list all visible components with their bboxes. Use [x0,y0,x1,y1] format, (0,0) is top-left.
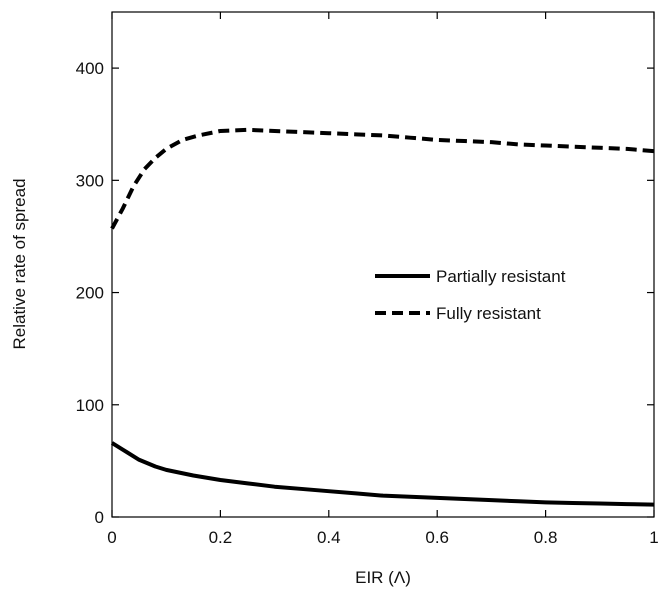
y-tick-label: 0 [95,508,104,527]
y-tick-label: 300 [76,171,104,190]
y-tick-label: 200 [76,284,104,303]
series-line-fully-resistant [110,127,655,230]
legend-label-fully-resistant: Fully resistant [436,304,541,323]
y-tick-label: 400 [76,59,104,78]
y-axis-title: Relative rate of spread [10,178,29,349]
x-tick-label: 0.4 [317,528,341,547]
series-layer [110,127,655,507]
x-tick-label: 0.2 [209,528,233,547]
x-axis-title: EIR (Λ) [355,568,411,587]
x-tick-label: 0.6 [425,528,449,547]
x-tick-label: 1 [649,528,658,547]
plot-frame [111,11,655,518]
y-tick-label: 100 [76,396,104,415]
legend: Partially resistant Fully resistant [375,267,566,323]
series-line-partially-resistant [110,441,655,507]
x-tick-label: 0 [107,528,116,547]
y-axis: 0 100 200 300 400 [76,59,654,527]
x-tick-label: 0.8 [534,528,558,547]
x-axis: 0 0.2 0.4 0.6 0.8 1 [107,12,658,547]
legend-label-partially-resistant: Partially resistant [436,267,566,286]
